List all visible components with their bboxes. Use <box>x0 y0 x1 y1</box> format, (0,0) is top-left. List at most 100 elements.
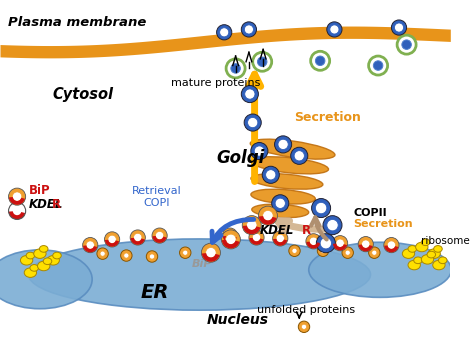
Ellipse shape <box>345 250 350 255</box>
Ellipse shape <box>298 321 310 332</box>
Ellipse shape <box>323 216 342 235</box>
Ellipse shape <box>242 216 261 235</box>
Text: mature proteins: mature proteins <box>171 78 260 89</box>
Ellipse shape <box>257 57 267 66</box>
Wedge shape <box>202 253 219 262</box>
Text: KDEL: KDEL <box>28 198 63 211</box>
Ellipse shape <box>311 199 330 218</box>
Ellipse shape <box>53 252 61 259</box>
Wedge shape <box>153 236 166 243</box>
Ellipse shape <box>408 246 417 252</box>
Ellipse shape <box>251 174 323 189</box>
Ellipse shape <box>251 157 328 174</box>
Ellipse shape <box>275 198 285 208</box>
Ellipse shape <box>342 247 354 259</box>
Ellipse shape <box>402 249 415 259</box>
Ellipse shape <box>34 249 46 259</box>
Ellipse shape <box>402 40 411 49</box>
Ellipse shape <box>254 146 264 156</box>
Ellipse shape <box>149 254 155 259</box>
Ellipse shape <box>387 241 396 249</box>
Ellipse shape <box>39 246 48 252</box>
Ellipse shape <box>226 232 234 240</box>
Ellipse shape <box>265 170 276 180</box>
Wedge shape <box>83 246 97 252</box>
Ellipse shape <box>408 260 420 270</box>
Ellipse shape <box>219 28 229 37</box>
Ellipse shape <box>369 56 388 75</box>
Ellipse shape <box>252 233 261 242</box>
Ellipse shape <box>384 237 399 253</box>
Ellipse shape <box>301 324 307 329</box>
Ellipse shape <box>358 237 374 252</box>
Text: BiP: BiP <box>192 259 213 269</box>
Text: R: R <box>52 198 61 211</box>
Ellipse shape <box>206 248 216 258</box>
Ellipse shape <box>0 250 92 309</box>
Ellipse shape <box>276 234 284 242</box>
Ellipse shape <box>130 230 146 245</box>
Wedge shape <box>9 197 25 205</box>
Ellipse shape <box>104 232 120 247</box>
Ellipse shape <box>251 189 315 204</box>
Wedge shape <box>9 211 25 220</box>
Ellipse shape <box>247 117 258 128</box>
Wedge shape <box>273 239 287 246</box>
Ellipse shape <box>244 114 261 131</box>
Ellipse shape <box>24 268 36 277</box>
Ellipse shape <box>289 245 300 256</box>
Ellipse shape <box>438 257 447 264</box>
Ellipse shape <box>246 220 257 231</box>
Text: KDEL: KDEL <box>260 224 294 237</box>
Ellipse shape <box>134 233 142 242</box>
Wedge shape <box>306 242 320 249</box>
Ellipse shape <box>152 228 167 243</box>
Ellipse shape <box>416 242 428 252</box>
Ellipse shape <box>86 241 94 249</box>
Ellipse shape <box>372 250 377 255</box>
Ellipse shape <box>12 192 22 201</box>
Text: BiP: BiP <box>28 184 50 197</box>
Text: Nucleus: Nucleus <box>207 313 269 327</box>
Ellipse shape <box>310 51 329 70</box>
Ellipse shape <box>182 250 188 255</box>
Ellipse shape <box>273 231 288 246</box>
Wedge shape <box>259 216 277 225</box>
Ellipse shape <box>309 242 451 297</box>
Ellipse shape <box>320 248 326 253</box>
Ellipse shape <box>249 230 264 245</box>
Text: Cytosol: Cytosol <box>52 87 113 102</box>
Wedge shape <box>243 226 261 234</box>
Ellipse shape <box>278 139 288 149</box>
Text: ribosome: ribosome <box>421 236 470 246</box>
Ellipse shape <box>9 188 26 205</box>
Ellipse shape <box>231 64 240 73</box>
Ellipse shape <box>294 151 304 161</box>
Ellipse shape <box>434 246 442 252</box>
Ellipse shape <box>241 86 258 103</box>
Ellipse shape <box>392 20 407 35</box>
Ellipse shape <box>421 254 434 264</box>
Ellipse shape <box>226 234 236 245</box>
Ellipse shape <box>374 61 383 70</box>
Ellipse shape <box>30 265 38 271</box>
Ellipse shape <box>427 251 436 258</box>
Ellipse shape <box>155 232 164 240</box>
Wedge shape <box>222 240 239 248</box>
Ellipse shape <box>97 248 108 259</box>
Ellipse shape <box>221 230 240 249</box>
Ellipse shape <box>327 220 338 231</box>
Ellipse shape <box>306 234 321 249</box>
Wedge shape <box>249 238 264 245</box>
Ellipse shape <box>315 56 325 66</box>
Ellipse shape <box>47 255 59 265</box>
Ellipse shape <box>327 22 342 37</box>
Ellipse shape <box>121 250 132 261</box>
Text: unfolded proteins: unfolded proteins <box>257 305 355 315</box>
Ellipse shape <box>428 249 440 259</box>
Ellipse shape <box>292 248 297 253</box>
Text: R: R <box>302 224 311 237</box>
Ellipse shape <box>394 23 403 32</box>
Ellipse shape <box>146 251 158 262</box>
Ellipse shape <box>43 258 52 265</box>
